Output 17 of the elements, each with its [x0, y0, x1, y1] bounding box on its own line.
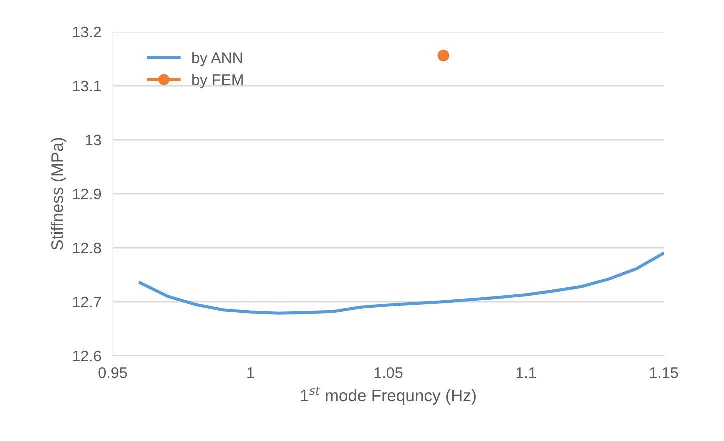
x-tick-label: 1.1 — [516, 368, 536, 378]
line-series — [139, 252, 664, 315]
x-tick-label: 1.15 — [650, 368, 678, 378]
legend-label: by ANN — [192, 52, 242, 66]
y-tick-label: 13.1 — [73, 80, 102, 92]
y-tick-label: 12.6 — [73, 350, 102, 362]
x-tick-label: 1.05 — [374, 368, 403, 378]
legend-label: by FEM — [192, 74, 243, 88]
y-tick-label: 13 — [86, 134, 102, 146]
x-tick-label: 0.95 — [98, 368, 128, 378]
y-axis-title: Stiffness (MPa) — [51, 138, 67, 250]
y-tick-label: 12.9 — [73, 188, 102, 200]
y-tick-label: 13.2 — [73, 26, 102, 38]
x-axis-title: 1$^{st}$ mode Frequncy (Hz) — [301, 386, 476, 405]
y-tick-label: 12.7 — [73, 296, 102, 308]
x-tick-label: 1 — [248, 368, 254, 378]
y-tick-label: 12.8 — [73, 242, 102, 254]
